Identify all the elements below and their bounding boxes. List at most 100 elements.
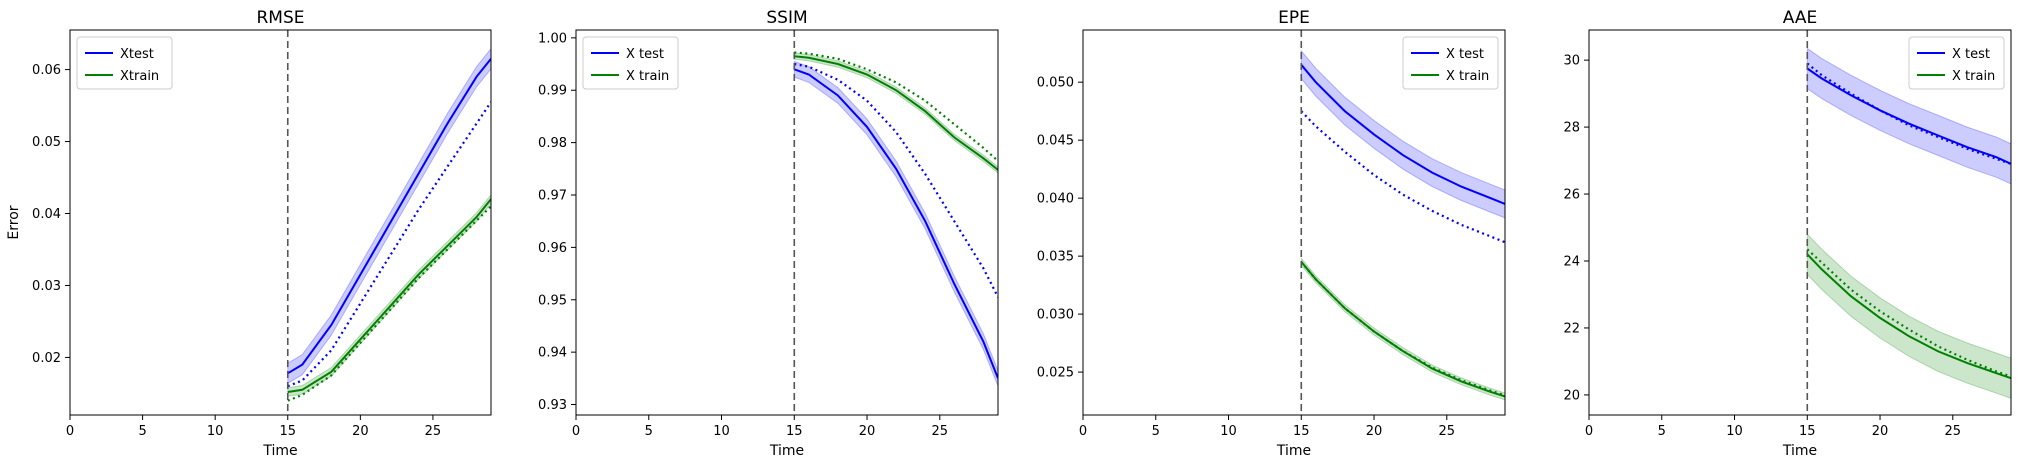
- series-line-0: [793, 68, 998, 379]
- series-line-3: [794, 51, 998, 162]
- x-tick-label: 0: [1079, 424, 1087, 439]
- confidence-band-0: [287, 47, 491, 385]
- chart-title: EPE: [1278, 8, 1310, 28]
- x-tick-label: 25: [932, 424, 949, 439]
- axes-frame: [69, 29, 492, 416]
- series-line-3: [1300, 261, 1505, 397]
- x-tick-label: 20: [352, 424, 369, 439]
- y-tick-label: 0.99: [538, 84, 567, 99]
- x-tick-label: 0: [572, 424, 580, 439]
- y-tick-label: 0.93: [538, 398, 567, 413]
- plot-area: [1300, 49, 1505, 401]
- chart-title: RMSE: [256, 8, 304, 28]
- x-axis-label: Time: [1782, 443, 1817, 459]
- confidence-band-2: [1300, 257, 1505, 401]
- legend-entry: Xtrain: [120, 69, 159, 84]
- chart-title: AAE: [1783, 8, 1817, 28]
- x-tick-label: 5: [1152, 424, 1160, 439]
- y-tick-label: 0.040: [1037, 192, 1074, 207]
- legend-entry: X test: [626, 47, 664, 62]
- series-line-0: [1806, 67, 2011, 165]
- series-line-1: [287, 101, 491, 388]
- plot-area: [287, 47, 491, 402]
- plot-area: [793, 51, 998, 387]
- legend: X test X train: [1908, 36, 2005, 90]
- legend-entry: X train: [1952, 69, 1995, 84]
- y-tick-label: 28: [1563, 121, 1580, 136]
- y-tick-label: 30: [1563, 54, 1580, 69]
- x-tick-label: 20: [859, 424, 876, 439]
- series-line-2: [794, 55, 998, 171]
- x-tick-label: 15: [786, 424, 803, 439]
- x-tick-label: 15: [1293, 424, 1310, 439]
- x-tick-label: 0: [1585, 424, 1593, 439]
- x-axis-label: Time: [1276, 443, 1311, 459]
- y-tick-label: 0.03: [32, 279, 61, 294]
- legend: X test X train: [1402, 36, 1499, 90]
- series-line-3: [287, 205, 491, 402]
- x-tick-label: 20: [1872, 424, 1889, 439]
- series-line-1: [794, 62, 998, 298]
- y-tick-label: 0.030: [1037, 308, 1074, 323]
- legend-entry: X train: [626, 69, 669, 84]
- legend: Xtest Xtrain: [76, 36, 173, 90]
- legend-entry: Xtest: [120, 47, 154, 62]
- y-tick-label: 0.05: [32, 135, 61, 150]
- series-line-2: [1300, 261, 1505, 398]
- confidence-band-0: [1806, 47, 2011, 185]
- x-axis-label: Time: [262, 443, 297, 459]
- chart-panel-epe: EPE 0 5 10 15 20 25 0.025 0.030 0.035 0.040 0.045 0.…: [1037, 8, 1506, 459]
- y-tick-label: 0.96: [538, 241, 567, 256]
- legend: X test X train: [582, 36, 679, 90]
- series-line-0: [287, 58, 491, 375]
- legend-entry: X train: [1446, 69, 1489, 84]
- x-tick-label: 10: [713, 424, 730, 439]
- y-tick-label: 0.025: [1037, 366, 1074, 381]
- chart-panel-rmse: RMSE 0 5 10 15 20 25 0.02 0.03 0.04 0.05 0.06 Time Er…: [6, 8, 492, 459]
- x-tick-label: 0: [66, 424, 74, 439]
- x-tick-label: 25: [1945, 424, 1962, 439]
- x-tick-label: 10: [1726, 424, 1743, 439]
- x-tick-label: 10: [1220, 424, 1237, 439]
- axes-frame: [1588, 29, 2012, 416]
- series-line-2: [1806, 253, 2011, 380]
- y-tick-label: 1.00: [538, 31, 567, 46]
- x-tick-label: 25: [425, 424, 442, 439]
- legend-entry: X test: [1952, 47, 1990, 62]
- series-line-2: [287, 198, 491, 393]
- x-tick-label: 15: [1799, 424, 1816, 439]
- y-tick-label: 0.94: [538, 346, 567, 361]
- plot-area: [1806, 47, 2011, 399]
- y-tick-label: 0.02: [32, 351, 61, 366]
- chart-title: SSIM: [766, 8, 807, 28]
- y-tick-label: 24: [1563, 255, 1580, 270]
- confidence-band-2: [793, 52, 998, 174]
- y-tick-label: 20: [1563, 388, 1580, 403]
- y-tick-label: 0.97: [538, 189, 567, 204]
- y-tick-label: 0.035: [1037, 250, 1074, 265]
- y-tick-label: 0.045: [1037, 134, 1074, 149]
- legend-entry: X test: [1446, 47, 1484, 62]
- x-tick-label: 25: [1439, 424, 1456, 439]
- confidence-band-0: [1300, 49, 1505, 219]
- series-line-1: [1300, 110, 1505, 244]
- axes-frame: [575, 29, 999, 416]
- y-tick-label: 22: [1563, 321, 1580, 336]
- x-tick-label: 5: [138, 424, 146, 439]
- x-tick-label: 20: [1366, 424, 1383, 439]
- chart-panel-aae: AAE 0 5 10 15 20 25 20 22 24 26 28 30 Time X test X tra…: [1563, 8, 2012, 459]
- series-line-0: [1300, 64, 1505, 205]
- y-tick-label: 26: [1563, 188, 1580, 203]
- x-tick-label: 5: [645, 424, 653, 439]
- y-tick-label: 0.95: [538, 293, 567, 308]
- y-axis-label: Error: [6, 205, 22, 239]
- x-tick-label: 10: [207, 424, 224, 439]
- y-tick-label: 0.06: [32, 63, 61, 78]
- y-tick-label: 0.050: [1037, 76, 1074, 91]
- confidence-band-0: [793, 60, 998, 387]
- x-tick-label: 15: [279, 424, 296, 439]
- y-tick-label: 0.98: [538, 136, 567, 151]
- axes-frame: [1082, 29, 1506, 416]
- confidence-band-2: [1806, 232, 2011, 399]
